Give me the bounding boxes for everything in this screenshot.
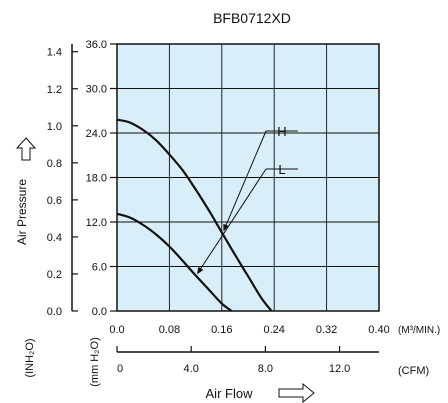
series-H-line bbox=[117, 118, 273, 311]
x-secondary-tick-label: 12.0 bbox=[329, 363, 350, 375]
y-inh2o-tick-label: 0.2 bbox=[47, 269, 62, 281]
y-inh2o-tick-label: 1.4 bbox=[47, 47, 62, 59]
y-inh2o-tick-label: 0.0 bbox=[47, 306, 62, 318]
up-arrow-icon bbox=[15, 137, 37, 161]
series-label-leader bbox=[197, 168, 267, 275]
y-mm-tick-label: 36.0 bbox=[86, 39, 107, 51]
x-primary-tick-label: 0.0 bbox=[109, 324, 124, 336]
grid-lines bbox=[117, 44, 379, 311]
y-mm-tick-label: 24.0 bbox=[86, 128, 107, 140]
x-unit-primary: (M³/MIN.) bbox=[398, 325, 440, 336]
y-inh2o-tick-label: 0.6 bbox=[47, 195, 62, 207]
x-primary-tick-label: 0.08 bbox=[159, 324, 180, 336]
series-L-line bbox=[117, 212, 233, 311]
y-inh2o-tick-label: 0.8 bbox=[47, 158, 62, 170]
x-primary-tick-label: 0.16 bbox=[211, 324, 232, 336]
y-axis-inh2o: 0.0 0.2 0.4 0.6 0.8 1.0 1.2 1.4 bbox=[47, 47, 78, 318]
x-axis-primary: 0.0 0.08 0.16 0.24 0.32 0.40 bbox=[109, 324, 389, 336]
x-unit-secondary: (CFM) bbox=[398, 365, 429, 377]
series-labels: HL bbox=[197, 124, 298, 275]
y-axis-mmh2o: 0.0 6.0 12.0 18.0 24.0 30.0 36.0 bbox=[86, 39, 117, 318]
x-primary-tick-label: 0.24 bbox=[263, 324, 284, 336]
y-inh2o-tick-label: 0.4 bbox=[47, 232, 62, 244]
y-inh2o-tick-label: 1.0 bbox=[47, 121, 62, 133]
x-axis-label: Air Flow bbox=[206, 386, 254, 401]
y-mm-tick-label: 6.0 bbox=[92, 262, 107, 274]
x-secondary-tick-label: 0 bbox=[117, 363, 123, 375]
x-primary-tick-label: 0.32 bbox=[316, 324, 337, 336]
right-arrow-icon bbox=[278, 382, 315, 403]
y-mm-tick-label: 0.0 bbox=[92, 306, 107, 318]
x-secondary-tick-label: 4.0 bbox=[184, 363, 199, 375]
y-mm-tick-label: 12.0 bbox=[86, 217, 107, 229]
y-mm-tick-label: 30.0 bbox=[86, 84, 107, 96]
x-primary-tick-label: 0.40 bbox=[368, 324, 389, 336]
y-inh2o-tick-label: 1.2 bbox=[47, 84, 62, 96]
y-mm-tick-label: 18.0 bbox=[86, 173, 107, 185]
curves bbox=[117, 118, 273, 311]
y-unit-inh2o: (INH₂O) bbox=[24, 338, 36, 377]
y-axis-label: Air Pressure bbox=[15, 179, 29, 245]
x-axis-secondary: 0 4.0 8.0 12.0 bbox=[116, 346, 350, 375]
series-label-leader bbox=[223, 130, 267, 232]
y-unit-mmh2o: (mm H₂O) bbox=[89, 337, 101, 386]
x-secondary-tick-label: 8.0 bbox=[258, 363, 273, 375]
chart-title: BFB0712XD bbox=[213, 10, 291, 26]
